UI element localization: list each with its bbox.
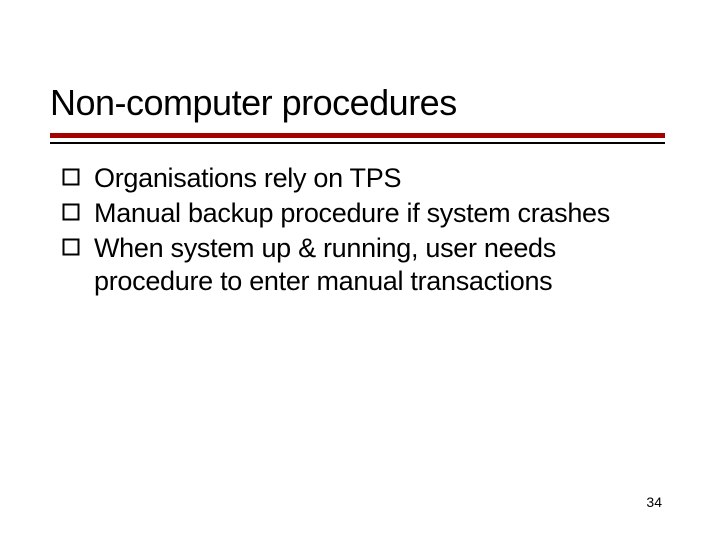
bullet-text: Manual backup procedure if system crashe… [94, 197, 670, 230]
square-bullet-icon [62, 168, 80, 186]
bullet-text: Organisations rely on TPS [94, 162, 670, 195]
square-bullet-icon [62, 238, 80, 256]
list-item: Manual backup procedure if system crashe… [62, 197, 670, 230]
accent-line-red [50, 133, 665, 138]
square-bullet-icon [62, 203, 80, 221]
bullet-text: When system up & running, user needs pro… [94, 232, 670, 298]
title-block: Non-computer procedures [0, 0, 720, 144]
slide-body: Organisations rely on TPS Manual backup … [0, 144, 720, 298]
list-item: Organisations rely on TPS [62, 162, 670, 195]
page-number: 34 [646, 494, 662, 510]
title-underline [50, 133, 665, 144]
list-item: When system up & running, user needs pro… [62, 232, 670, 298]
slide-title: Non-computer procedures [50, 82, 670, 123]
slide: Non-computer procedures Organisations re… [0, 0, 720, 540]
bullet-list: Organisations rely on TPS Manual backup … [62, 162, 670, 298]
